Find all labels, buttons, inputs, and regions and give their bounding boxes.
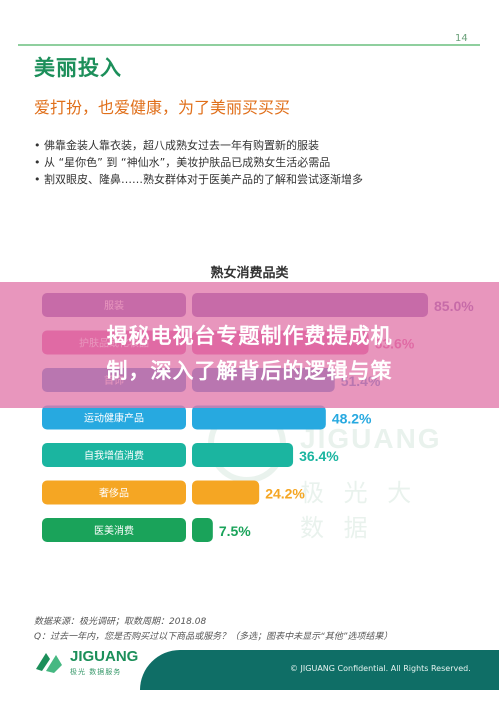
footer-brand: JIGUANG <box>70 648 139 665</box>
banner-headline-line-2[interactable]: 制，深入了解背后的逻辑与策 <box>106 359 393 383</box>
footer-band <box>140 650 499 690</box>
footer-tagline: 极光 数据服务 <box>70 668 122 676</box>
category-pill <box>42 518 186 542</box>
category-pill <box>42 405 186 430</box>
promo-banner[interactable] <box>0 282 499 408</box>
category-label: 医美消费 <box>94 524 134 537</box>
bar <box>192 518 213 542</box>
top-divider <box>18 44 480 46</box>
bullet-item: • 佛靠金装人靠衣装，超八成熟女过去一年有购置新的服装 <box>34 139 319 152</box>
page-title: 美丽投入 <box>34 56 122 80</box>
category-label: 自我增值消费 <box>84 449 144 462</box>
category-pill <box>42 480 186 505</box>
value-label: 24.2% <box>265 486 305 502</box>
chart-title: 熟女消费品类 <box>210 266 289 281</box>
bullet-list: • 佛靠金装人靠衣装，超八成熟女过去一年有购置新的服装 • 从 “星你色” 到 … <box>34 137 474 188</box>
category-label: 运动健康产品 <box>84 412 144 425</box>
bullet-item: • 割双眼皮、隆鼻……熟女群体对于医美产品的了解和尝试逐渐增多 <box>34 173 363 186</box>
page-number: 14 <box>455 33 468 44</box>
bullet-item: • 从 “星你色” 到 “神仙水”，美妆护肤品已成熟女生活必需品 <box>34 156 331 169</box>
bar <box>192 480 260 505</box>
bar <box>192 443 294 467</box>
footer-copyright: © JIGUANG Confidential. All Rights Reser… <box>290 664 471 673</box>
page-subtitle: 爱打扮，也爱健康，为了美丽买买买 <box>34 98 291 117</box>
jiguang-logo-icon <box>36 653 62 673</box>
bar <box>192 405 326 430</box>
watermark-subtitle: 极 光 大 数 据 <box>300 479 418 542</box>
value-label: 7.5% <box>219 523 251 539</box>
watermark: JIGUANG 极 光 大 数 据 <box>208 405 448 542</box>
value-label: 48.2% <box>332 411 372 427</box>
survey-question-note: Q：过去一年内，您是否购买过以下商品或服务？（多选；图表中未显示“其他”选项结果… <box>34 632 393 642</box>
category-pill <box>42 443 186 467</box>
category-label: 奢侈品 <box>99 487 129 500</box>
value-label: 36.4% <box>299 448 339 464</box>
banner-headline-line-1[interactable]: 揭秘电视台专题制作费提成机 <box>106 324 393 348</box>
data-source-note: 数据来源：极光调研；取数周期：2018.08 <box>34 617 207 627</box>
